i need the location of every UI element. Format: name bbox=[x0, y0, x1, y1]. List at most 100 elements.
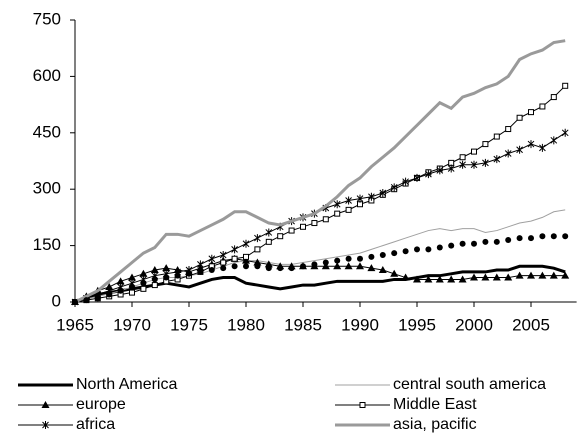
marker bbox=[265, 265, 272, 272]
marker bbox=[516, 235, 523, 242]
x-tick-label: 1985 bbox=[284, 315, 322, 334]
marker bbox=[391, 250, 398, 257]
marker bbox=[42, 421, 49, 429]
marker bbox=[459, 240, 466, 247]
marker bbox=[231, 255, 238, 262]
marker bbox=[333, 262, 342, 270]
series-line bbox=[74, 258, 566, 303]
x-tick-label: 2005 bbox=[512, 315, 550, 334]
marker bbox=[345, 206, 352, 213]
marker bbox=[129, 289, 135, 296]
marker bbox=[231, 245, 238, 254]
marker bbox=[288, 227, 295, 234]
marker bbox=[151, 276, 158, 283]
y-tick-label: 750 bbox=[33, 9, 61, 28]
marker bbox=[481, 273, 490, 281]
marker bbox=[254, 263, 261, 270]
legend-label: europe bbox=[76, 396, 126, 413]
marker bbox=[448, 242, 455, 249]
marker bbox=[83, 297, 90, 304]
marker bbox=[345, 196, 352, 205]
y-tick-label: 150 bbox=[33, 235, 61, 254]
marker bbox=[150, 266, 159, 274]
marker bbox=[197, 260, 204, 269]
marker bbox=[94, 295, 101, 302]
marker bbox=[527, 271, 535, 279]
marker bbox=[436, 244, 443, 251]
marker bbox=[482, 141, 489, 148]
marker bbox=[265, 238, 272, 245]
marker bbox=[482, 158, 489, 167]
marker bbox=[516, 145, 523, 154]
marker bbox=[550, 136, 558, 145]
marker bbox=[106, 291, 113, 298]
marker bbox=[447, 164, 455, 173]
marker bbox=[562, 82, 569, 89]
marker bbox=[254, 234, 261, 243]
marker bbox=[208, 267, 215, 274]
marker bbox=[300, 263, 306, 270]
marker bbox=[493, 133, 500, 140]
marker bbox=[163, 274, 170, 281]
marker bbox=[243, 263, 249, 270]
y-tick-label: 0 bbox=[52, 291, 61, 310]
marker bbox=[117, 287, 124, 294]
marker bbox=[151, 282, 158, 289]
marker bbox=[505, 126, 512, 133]
x-tick-label: 2000 bbox=[455, 315, 493, 334]
x-tick-label: 1965 bbox=[56, 315, 94, 334]
marker bbox=[311, 261, 318, 268]
marker bbox=[242, 256, 250, 264]
marker bbox=[549, 271, 558, 279]
marker bbox=[402, 248, 409, 255]
marker bbox=[139, 269, 148, 277]
marker bbox=[527, 140, 535, 149]
marker bbox=[539, 103, 546, 110]
legend-label: asia, pacific bbox=[393, 416, 477, 433]
marker bbox=[482, 238, 489, 245]
marker bbox=[277, 265, 284, 272]
marker bbox=[219, 251, 227, 259]
marker bbox=[402, 177, 409, 186]
marker bbox=[208, 254, 216, 263]
marker bbox=[253, 258, 262, 266]
marker bbox=[378, 266, 387, 274]
marker bbox=[174, 272, 181, 279]
marker bbox=[72, 299, 78, 305]
marker bbox=[515, 271, 524, 279]
marker bbox=[356, 194, 364, 203]
marker bbox=[311, 220, 318, 227]
marker bbox=[550, 94, 557, 101]
y-tick-label: 300 bbox=[33, 179, 61, 198]
marker bbox=[129, 283, 135, 290]
marker bbox=[425, 246, 432, 253]
marker bbox=[242, 239, 250, 248]
marker bbox=[345, 255, 352, 262]
marker bbox=[458, 275, 467, 283]
marker bbox=[379, 188, 387, 197]
marker bbox=[220, 265, 227, 272]
marker bbox=[538, 271, 547, 279]
marker bbox=[379, 252, 386, 258]
x-tick-label: 1995 bbox=[398, 315, 436, 334]
legend-label: North America bbox=[76, 376, 177, 393]
marker bbox=[288, 265, 295, 272]
marker bbox=[561, 128, 569, 137]
marker bbox=[197, 268, 204, 275]
marker bbox=[470, 160, 478, 169]
marker bbox=[322, 216, 329, 223]
marker bbox=[539, 143, 546, 152]
marker bbox=[505, 236, 512, 243]
marker bbox=[459, 154, 466, 161]
marker bbox=[528, 109, 534, 116]
marker bbox=[516, 114, 523, 121]
marker bbox=[300, 223, 306, 230]
marker bbox=[277, 233, 284, 240]
marker bbox=[470, 273, 478, 281]
marker bbox=[493, 155, 501, 164]
marker bbox=[550, 233, 557, 240]
marker bbox=[528, 235, 534, 242]
x-tick-label: 1980 bbox=[227, 315, 265, 334]
marker bbox=[413, 173, 421, 182]
legend-label: central south america bbox=[393, 376, 546, 393]
